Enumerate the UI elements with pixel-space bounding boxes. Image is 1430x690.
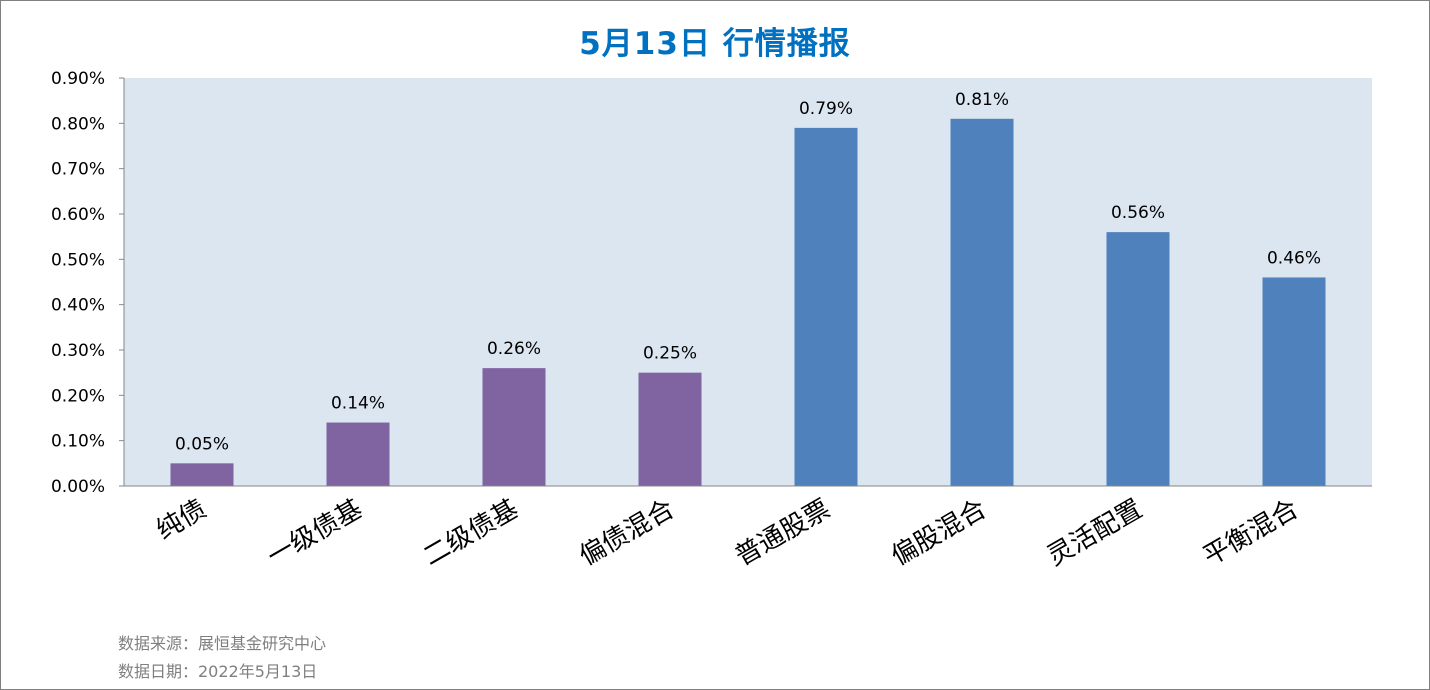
data-label: 0.26%	[487, 339, 541, 359]
bar	[482, 368, 546, 486]
y-tick-label: 0.50%	[51, 250, 105, 270]
y-tick-label: 0.60%	[51, 205, 105, 225]
bar	[170, 463, 234, 486]
x-tick-label: 平衡混合	[1198, 494, 1303, 572]
x-axis: 纯债 一级债基 二级债基 偏债混合 普通股票 偏股混合 灵活配置 平衡混合	[124, 485, 1372, 572]
y-tick-label: 0.90%	[51, 69, 105, 89]
y-tick-label: 0.10%	[51, 432, 105, 452]
data-label: 0.81%	[955, 90, 1009, 110]
x-tick-label: 偏债混合	[574, 494, 679, 572]
y-tick-label: 0.30%	[51, 341, 105, 361]
x-tick-label: 二级债基	[418, 494, 523, 572]
bar	[326, 422, 390, 486]
chart-title: 5月13日 行情播报	[579, 26, 851, 62]
x-tick-label: 一级债基	[262, 494, 367, 572]
bar	[794, 127, 858, 486]
x-tick-label: 灵活配置	[1042, 494, 1147, 572]
data-label: 0.79%	[799, 99, 853, 119]
bar	[638, 372, 702, 486]
x-tick-label: 普通股票	[730, 494, 835, 572]
y-axis: 0.00% 0.10% 0.20% 0.30% 0.40% 0.50% 0.60% 0.70%…	[51, 69, 125, 497]
data-label: 0.56%	[1111, 203, 1165, 223]
bar-series	[170, 118, 1326, 487]
bar	[1106, 232, 1170, 486]
data-source-note: 数据来源：展恒基金研究中心	[118, 634, 327, 653]
x-tick-label: 纯债	[151, 494, 211, 546]
y-tick-label: 0.70%	[51, 160, 105, 180]
data-label: 0.46%	[1267, 248, 1321, 268]
bar	[950, 118, 1014, 487]
x-tick-label: 偏股混合	[886, 494, 991, 572]
data-label: 0.05%	[175, 434, 229, 454]
bar	[1262, 277, 1326, 486]
plot-area	[124, 78, 1372, 486]
y-tick-label: 0.40%	[51, 296, 105, 316]
data-label: 0.14%	[331, 394, 385, 414]
y-tick-label: 0.80%	[51, 114, 105, 134]
y-tick-label: 0.00%	[51, 477, 105, 497]
data-label: 0.25%	[643, 344, 697, 364]
y-tick-label: 0.20%	[51, 386, 105, 406]
data-date-note: 数据日期：2022年5月13日	[118, 662, 318, 681]
data-labels: 0.05% 0.14% 0.26% 0.25% 0.79% 0.81% 0.56% 0.46%	[175, 90, 1321, 455]
